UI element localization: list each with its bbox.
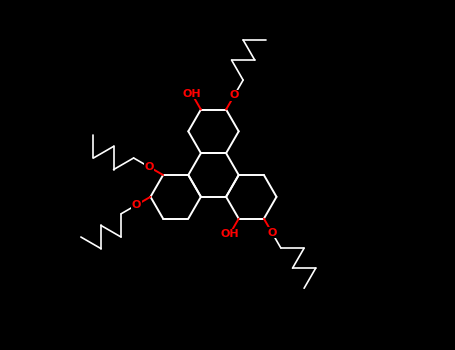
Text: O: O xyxy=(230,90,239,100)
Text: O: O xyxy=(131,200,141,210)
Text: OH: OH xyxy=(220,229,239,239)
Text: OH: OH xyxy=(182,89,201,99)
Text: O: O xyxy=(144,162,154,172)
Text: O: O xyxy=(268,228,277,238)
